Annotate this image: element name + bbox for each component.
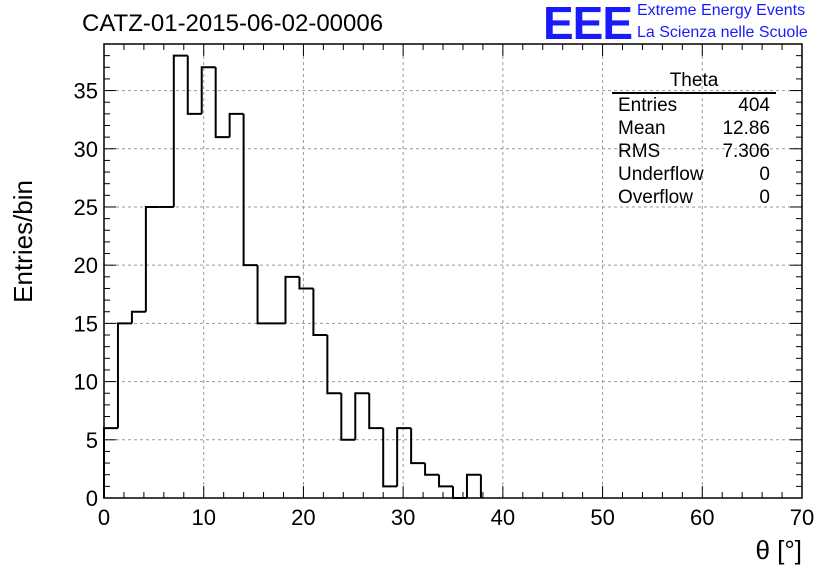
histogram-bin: [186, 55, 202, 115]
histogram-bin: [340, 393, 356, 441]
stats-row-rms: RMS 7.306: [612, 140, 776, 163]
histogram-bin: [326, 335, 342, 395]
x-tick-label: 20: [291, 505, 315, 530]
y-tick-label: 25: [74, 195, 98, 220]
histogram-bin: [438, 474, 453, 488]
x-tick-label: 60: [690, 505, 714, 530]
eee-logo: EEE: [543, 0, 633, 49]
stats-label: Mean: [618, 118, 666, 139]
stats-label: Overflow: [618, 187, 693, 208]
stats-box: Theta Entries 404 Mean 12.86 RMS 7.306 U…: [612, 70, 776, 209]
stats-label: Underflow: [618, 164, 704, 185]
stats-value: 0: [759, 187, 770, 208]
stats-label: Entries: [618, 95, 678, 116]
stats-value: 404: [738, 95, 770, 116]
x-tick-label: 30: [391, 505, 415, 530]
chart-title: CATZ-01-2015-06-02-00006: [82, 10, 384, 37]
stats-value: 7.306: [722, 141, 770, 162]
y-tick-label: 35: [74, 79, 98, 104]
x-tick-label: 40: [491, 505, 515, 530]
stats-row-underflow: Underflow 0: [612, 163, 776, 186]
histogram-bin: [424, 463, 440, 476]
histogram-bin: [130, 310, 146, 324]
y-tick-label: 0: [86, 486, 98, 511]
histogram-bin: [396, 427, 412, 487]
grid-lines: [104, 44, 802, 498]
stats-box-title: Theta: [612, 70, 776, 94]
x-tick-label: 0: [98, 505, 110, 530]
plot-frame: [103, 43, 803, 499]
x-axis-label: θ [°]: [755, 535, 802, 565]
stats-value: 12.86: [722, 118, 770, 139]
histogram-bin: [354, 392, 370, 440]
histogram-bin: [116, 322, 132, 429]
stats-value: 0: [759, 164, 770, 185]
tick-labels: 0 10 20 30 40 50 60 70 0 5 10 15 20 25 30 35: [74, 79, 815, 530]
y-tick-label: 10: [74, 370, 98, 395]
logo-text-line1: Extreme Energy Events: [637, 2, 806, 19]
logo-text-line2: La Scienza nelle Scuole: [637, 24, 808, 41]
histogram-bin: [410, 428, 426, 465]
histogram-bin: [172, 54, 188, 207]
histogram-bin: [144, 205, 160, 312]
histogram-bin: [452, 486, 467, 499]
histogram-bin: [382, 428, 398, 488]
x-tick-label: 10: [191, 505, 215, 530]
x-tick-label: 50: [590, 505, 614, 530]
histogram-bin: [242, 113, 258, 267]
y-tick-label: 5: [86, 428, 98, 453]
y-tick-label: 15: [74, 311, 98, 336]
histogram-bin: [256, 265, 272, 325]
stats-row-entries: Entries 404: [612, 94, 776, 117]
stats-label: RMS: [618, 141, 661, 162]
stats-row-mean: Mean 12.86: [612, 117, 776, 140]
histogram-bars: [103, 54, 482, 499]
y-tick-label: 20: [74, 253, 98, 278]
histogram-bin: [368, 393, 384, 430]
x-tick-label: 70: [790, 505, 814, 530]
stats-row-overflow: Overflow 0: [612, 186, 776, 209]
histogram-bin: [465, 473, 481, 498]
histogram-bin: [312, 288, 328, 337]
y-tick-label: 30: [74, 137, 98, 162]
axes: [103, 43, 803, 499]
histogram-bin: [298, 276, 314, 290]
histogram-bin: [200, 66, 216, 114]
histogram-bin: [228, 112, 244, 138]
y-axis-label-text: Entries/bin: [8, 180, 38, 303]
histogram-bin: [284, 275, 300, 324]
histogram-bin: [214, 67, 230, 139]
